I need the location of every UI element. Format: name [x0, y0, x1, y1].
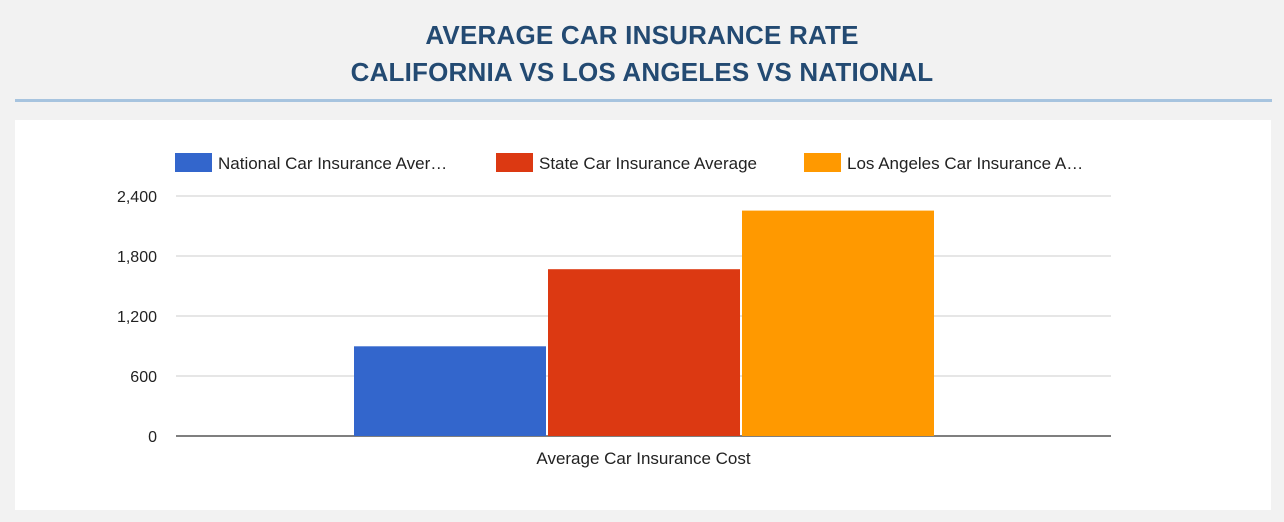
- bar-series-0[interactable]: [354, 346, 546, 436]
- legend-item[interactable]: State Car Insurance Average: [496, 153, 757, 173]
- bar-chart: 0 600 1,200 1,800 2,400 National Car Insuran…: [117, 153, 1111, 468]
- chart-header: AVERAGE CAR INSURANCE RATE CALIFORNIA VS…: [0, 0, 1284, 100]
- bar-series-1[interactable]: [548, 269, 740, 436]
- legend: National Car Insurance Aver… State Car In…: [175, 153, 1083, 173]
- legend-label: National Car Insurance Aver…: [218, 154, 447, 173]
- y-tick-label: 600: [130, 369, 157, 386]
- y-axis-ticks: 0 600 1,200 1,800 2,400: [117, 189, 157, 446]
- y-tick-label: 2,400: [117, 189, 157, 206]
- y-tick-label: 1,200: [117, 309, 157, 326]
- bars: [354, 210, 934, 436]
- legend-item[interactable]: Los Angeles Car Insurance A…: [804, 153, 1083, 173]
- title-divider: [15, 99, 1272, 102]
- x-axis-title: Average Car Insurance Cost: [536, 449, 750, 468]
- chart-title-line-1: AVERAGE CAR INSURANCE RATE: [425, 20, 859, 50]
- legend-swatch: [175, 153, 212, 172]
- legend-swatch: [496, 153, 533, 172]
- y-tick-label: 1,800: [117, 249, 157, 266]
- bar-series-2[interactable]: [742, 210, 934, 436]
- legend-label: Los Angeles Car Insurance A…: [847, 154, 1083, 173]
- y-tick-label: 0: [148, 429, 157, 446]
- legend-swatch: [804, 153, 841, 172]
- legend-label: State Car Insurance Average: [539, 154, 757, 173]
- chart-card: 0 600 1,200 1,800 2,400 National Car Insuran…: [15, 120, 1271, 510]
- chart-title-line-2: CALIFORNIA VS LOS ANGELES VS NATIONAL: [350, 57, 934, 87]
- legend-item[interactable]: National Car Insurance Aver…: [175, 153, 447, 173]
